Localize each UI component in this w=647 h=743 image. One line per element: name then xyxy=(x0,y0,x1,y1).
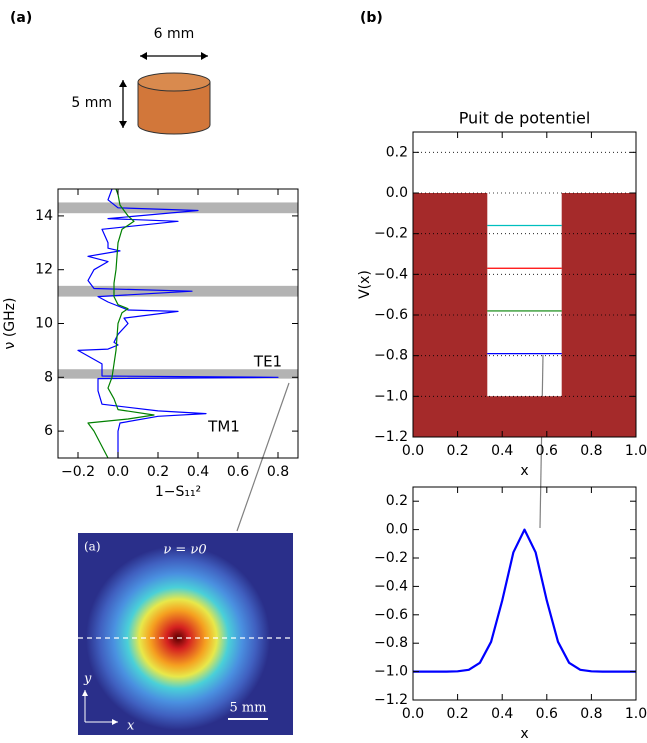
plot-frame xyxy=(57,188,299,459)
chart-title: Puit de potentiel xyxy=(459,109,591,128)
inset-axis-label: x xyxy=(127,719,135,734)
x-tick-label: 0.8 xyxy=(580,706,602,722)
y-tick-label: 8 xyxy=(44,369,53,385)
y-tick-label: −0.2 xyxy=(374,550,408,566)
y-tick-label: −0.8 xyxy=(374,635,408,651)
x-tick-label: 0.8 xyxy=(267,464,289,480)
connector xyxy=(539,354,544,529)
y-tick-label: 14 xyxy=(35,208,53,224)
annotation: TE1 xyxy=(253,353,282,371)
y-axis-label: V(x) xyxy=(357,270,373,299)
panel-label: (b) xyxy=(360,10,383,26)
y-tick-label: −0.4 xyxy=(374,578,408,594)
x-tick-label: −0.2 xyxy=(61,464,95,480)
dimension-label: 5 mm xyxy=(71,95,112,111)
x-tick-label: 1.0 xyxy=(625,706,647,722)
inset-title: ν = ν0 xyxy=(163,543,206,558)
highlight-band xyxy=(58,369,298,379)
panel-label: (a) xyxy=(10,10,32,26)
y-tick-label: −1.2 xyxy=(374,692,408,708)
y-tick-label: −0.6 xyxy=(374,307,408,323)
x-tick-label: 0.6 xyxy=(227,464,249,480)
y-tick-label: 0.2 xyxy=(386,144,408,160)
data-line xyxy=(87,188,155,459)
x-tick-label: 0.4 xyxy=(491,443,513,459)
scale-label: 5 mm xyxy=(229,701,266,716)
x-tick-label: 0.2 xyxy=(446,443,468,459)
x-tick-label: 0.8 xyxy=(580,443,602,459)
x-tick-label: 0.6 xyxy=(536,443,558,459)
x-axis-label: x xyxy=(520,463,528,479)
y-tick-label: −1.0 xyxy=(374,664,408,680)
y-tick-label: −0.4 xyxy=(374,266,408,282)
y-tick-label: 10 xyxy=(35,316,53,332)
x-tick-label: 0.6 xyxy=(536,706,558,722)
x-tick-label: 0.2 xyxy=(446,706,468,722)
inset-label: (a) xyxy=(84,540,101,554)
y-tick-label: 0.2 xyxy=(386,493,408,509)
mode-image xyxy=(78,533,293,735)
y-tick-label: −1.0 xyxy=(374,388,408,404)
connector xyxy=(236,382,290,532)
x-tick-label: 0.0 xyxy=(107,464,129,480)
x-tick-label: 1.0 xyxy=(625,443,647,459)
plot-frame xyxy=(412,131,637,438)
y-tick-label: −0.8 xyxy=(374,348,408,364)
y-tick-label: −0.2 xyxy=(374,226,408,242)
data-line xyxy=(77,188,279,458)
x-axis-label: 1−S₁₁² xyxy=(155,484,201,500)
y-tick-label: 0.0 xyxy=(386,185,408,201)
y-tick-label: −1.2 xyxy=(374,429,408,445)
x-axis-label: x xyxy=(520,726,528,742)
data-line xyxy=(413,528,636,673)
highlight-band xyxy=(58,202,298,214)
dimension-label: 6 mm xyxy=(154,26,195,42)
x-tick-label: 0.0 xyxy=(402,706,424,722)
potential-area xyxy=(413,193,636,437)
y-tick-label: 12 xyxy=(35,262,53,278)
annotation: TM1 xyxy=(207,418,240,436)
y-tick-label: −0.6 xyxy=(374,607,408,623)
y-tick-label: 6 xyxy=(44,423,53,439)
cylinder-diagram xyxy=(119,52,211,135)
x-tick-label: 0.4 xyxy=(187,464,209,480)
x-tick-label: 0.4 xyxy=(491,706,513,722)
plot-frame xyxy=(412,486,637,701)
x-tick-label: 0.2 xyxy=(147,464,169,480)
y-tick-label: 0.0 xyxy=(386,522,408,538)
y-axis-label: ν (GHz) xyxy=(2,298,18,350)
inset-axis-label: y xyxy=(83,672,92,687)
x-tick-label: 0.0 xyxy=(402,443,424,459)
